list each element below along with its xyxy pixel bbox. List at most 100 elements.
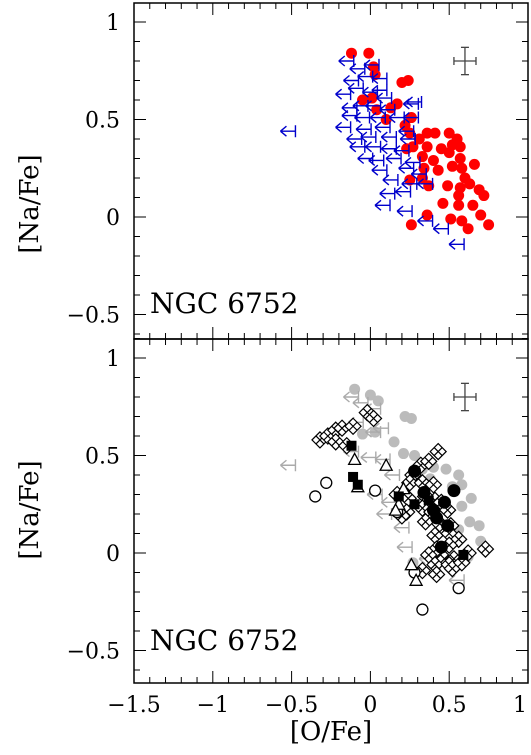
- upper-limit-point: [365, 402, 382, 415]
- upper-limit-point: [355, 123, 372, 136]
- upper-limit-point: [396, 541, 413, 554]
- background-point: [388, 436, 400, 448]
- measured-point: [366, 92, 378, 104]
- top-panel: NGC 6752 [Na/Fe] 1 0.5 0 −0.5: [15, 2, 529, 340]
- x-tick-label: −1: [197, 693, 229, 718]
- black-circle-point: [441, 519, 455, 533]
- y-tick-label: 1: [106, 11, 120, 36]
- bottom-panel-cluster-label: NGC 6752: [150, 624, 298, 657]
- upper-limit-point: [374, 121, 391, 134]
- upper-limit-point: [361, 86, 379, 99]
- measured-point: [404, 127, 416, 139]
- upper-limit-point: [374, 199, 391, 212]
- diamond-point: [333, 419, 351, 438]
- background-point: [440, 463, 452, 475]
- upper-limit-point: [410, 168, 427, 181]
- upper-limit-point: [335, 88, 352, 101]
- black-circle-point: [447, 484, 461, 498]
- upper-limit-point: [379, 187, 396, 200]
- black-circle-point: [437, 495, 451, 509]
- upper-limit-point: [398, 125, 415, 138]
- upper-limit-point: [393, 521, 410, 534]
- upper-limit-point: [343, 445, 360, 458]
- square-point: [352, 479, 363, 490]
- open-circle-point: [309, 490, 322, 503]
- upper-limit-point: [279, 125, 297, 138]
- y-tick-label: 1: [106, 347, 120, 372]
- upper-limit-point: [363, 58, 380, 71]
- measured-point: [443, 127, 455, 139]
- measured-point: [464, 178, 476, 190]
- upper-limit-point: [402, 111, 420, 124]
- measured-point: [416, 172, 428, 184]
- black-circle-point: [430, 511, 444, 525]
- upper-limit-point: [341, 109, 358, 122]
- upper-limit-point: [399, 133, 416, 145]
- square-point: [348, 471, 359, 482]
- measured-point: [391, 98, 403, 110]
- diamond-point: [426, 526, 444, 545]
- bottom-panel: NGC 6752 [Na/Fe] 1 0.5 0 −0.5 −1.5 −1 −0.5 0 0.…: [15, 338, 529, 747]
- upper-limit-point: [338, 55, 355, 67]
- background-point: [397, 448, 409, 460]
- upper-limit-point: [417, 177, 434, 190]
- measured-point: [429, 127, 441, 139]
- x-tick-label: −1.5: [107, 693, 160, 718]
- square-point: [458, 549, 469, 560]
- upper-limit-point: [393, 144, 410, 157]
- x-tick-label: −0.5: [265, 693, 318, 718]
- measured-point: [413, 133, 425, 145]
- measured-point: [427, 154, 439, 166]
- y-tick-label: 0.5: [85, 109, 120, 134]
- measured-point: [404, 174, 416, 186]
- measured-point: [421, 209, 433, 221]
- upper-limit-point: [395, 185, 412, 198]
- measured-point: [446, 160, 458, 172]
- upper-limit-point: [360, 451, 377, 464]
- y-tick-label: −0.5: [67, 304, 120, 329]
- triangle-point: [388, 502, 403, 516]
- measured-point: [456, 215, 468, 227]
- upper-limit-point: [343, 74, 360, 87]
- upper-limit-point: [343, 391, 360, 403]
- upper-limit-point: [379, 103, 396, 116]
- measured-point: [478, 190, 490, 202]
- triangle-point: [347, 452, 362, 466]
- upper-limit-point: [357, 152, 374, 165]
- upper-limit-point: [372, 422, 390, 435]
- open-circle-point: [416, 603, 429, 616]
- measured-point: [416, 151, 428, 163]
- measured-point: [442, 180, 454, 192]
- background-point: [453, 469, 465, 481]
- open-circle-point: [320, 476, 333, 489]
- y-tick-label: 0: [106, 542, 120, 567]
- diamond-point: [364, 409, 383, 428]
- upper-limit-point: [380, 142, 398, 155]
- upper-limit-point: [380, 131, 398, 144]
- background-point: [465, 492, 477, 504]
- measured-point: [454, 141, 466, 153]
- upper-limit-point: [365, 99, 382, 112]
- diamond-point: [427, 565, 446, 584]
- top-panel-y-axis-title: [Na/Fe]: [15, 154, 45, 253]
- measured-point: [453, 190, 465, 202]
- x-tick-label: 1: [513, 693, 527, 718]
- upper-limit-point: [360, 131, 377, 144]
- upper-limit-point: [365, 140, 382, 153]
- upper-limit-point: [369, 111, 386, 124]
- square-point: [423, 495, 434, 506]
- square-point: [393, 491, 404, 502]
- measured-point: [401, 143, 413, 155]
- measured-point: [357, 94, 369, 106]
- black-circle-point: [408, 464, 422, 478]
- background-point: [473, 520, 485, 532]
- triangle-point: [379, 457, 394, 471]
- upper-limit-point: [376, 508, 393, 520]
- bottom-panel-y-axis-title: [Na/Fe]: [15, 460, 45, 559]
- triangle-point: [409, 572, 424, 586]
- y-tick-label: −0.5: [67, 640, 120, 665]
- upper-limit-point: [279, 459, 297, 472]
- background-point: [409, 450, 421, 461]
- measured-point: [405, 219, 417, 231]
